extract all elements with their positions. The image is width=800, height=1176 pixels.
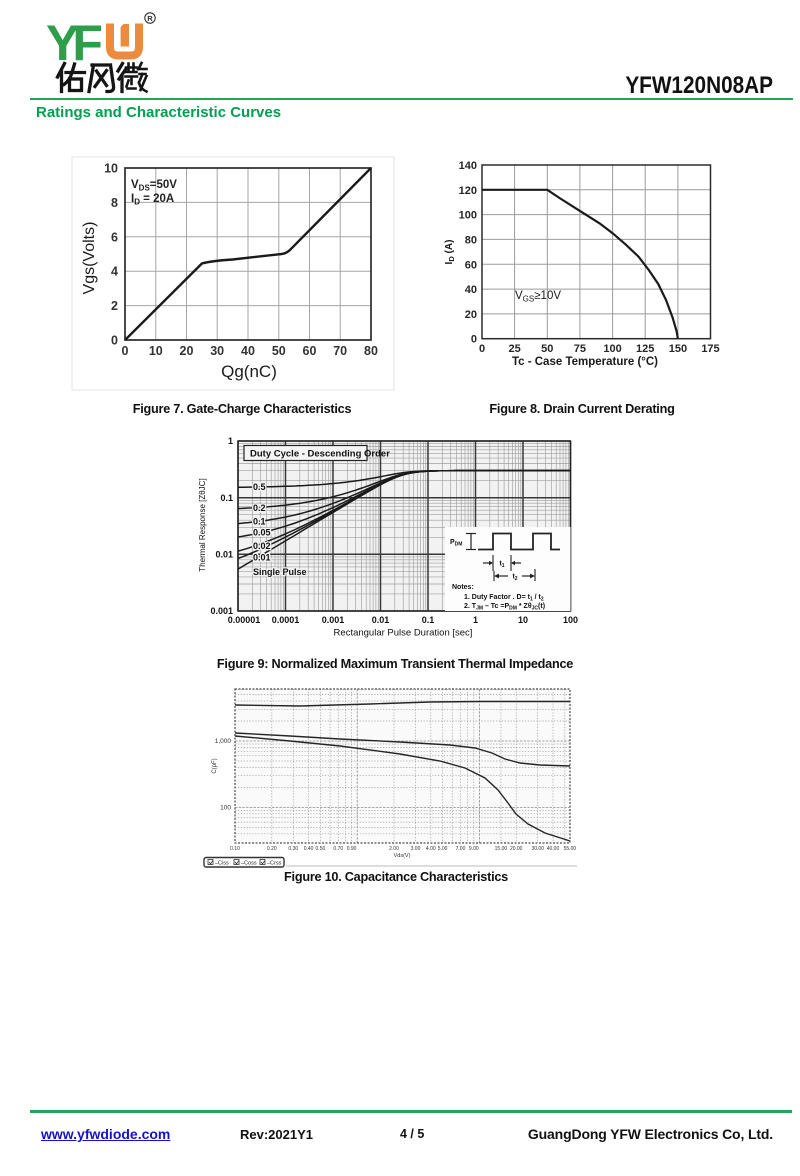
svg-text:Vds(V): Vds(V) bbox=[394, 853, 411, 859]
svg-text:25: 25 bbox=[508, 343, 520, 355]
svg-text:R: R bbox=[147, 14, 153, 23]
svg-text:C(pF): C(pF) bbox=[212, 758, 218, 773]
svg-text:5.00: 5.00 bbox=[438, 846, 448, 852]
svg-text:150: 150 bbox=[669, 343, 687, 355]
svg-text:PDM: PDM bbox=[450, 539, 462, 548]
svg-text:0.70: 0.70 bbox=[333, 846, 343, 852]
svg-text:0.20: 0.20 bbox=[267, 846, 277, 852]
svg-text:30: 30 bbox=[210, 344, 224, 358]
svg-text:60: 60 bbox=[303, 344, 317, 358]
svg-text:3.00: 3.00 bbox=[411, 846, 421, 852]
svg-text:100: 100 bbox=[220, 804, 231, 811]
svg-text:0.50: 0.50 bbox=[316, 846, 326, 852]
svg-text:0.90: 0.90 bbox=[347, 846, 357, 852]
svg-text:Tc - Case Temperature (°C): Tc - Case Temperature (°C) bbox=[512, 356, 658, 368]
svg-text:ID (A): ID (A) bbox=[444, 240, 456, 265]
svg-text:Vgs(Volts): Vgs(Volts) bbox=[81, 222, 98, 295]
svg-text:VDS=50V: VDS=50V bbox=[131, 179, 177, 193]
svg-text:120: 120 bbox=[459, 185, 477, 197]
svg-text:0: 0 bbox=[479, 343, 485, 355]
svg-text:Thermal Response [ZθJC]: Thermal Response [ZθJC] bbox=[198, 478, 207, 571]
svg-text:1: 1 bbox=[473, 615, 478, 625]
svg-text:0.1: 0.1 bbox=[422, 615, 435, 625]
svg-text:t2: t2 bbox=[512, 574, 517, 583]
svg-text:Notes:: Notes: bbox=[452, 584, 474, 591]
svg-text:t1: t1 bbox=[499, 561, 504, 570]
svg-text:55.00: 55.00 bbox=[564, 846, 577, 852]
svg-text:0.1: 0.1 bbox=[253, 517, 266, 527]
svg-text:60: 60 bbox=[465, 259, 477, 271]
svg-text:0.30: 0.30 bbox=[288, 846, 298, 852]
svg-text:100: 100 bbox=[563, 615, 578, 625]
svg-text:20.00: 20.00 bbox=[510, 846, 523, 852]
svg-text:80: 80 bbox=[364, 344, 378, 358]
svg-text:0.05: 0.05 bbox=[253, 528, 271, 538]
svg-text:30.00: 30.00 bbox=[531, 846, 544, 852]
svg-text:0.40: 0.40 bbox=[304, 846, 314, 852]
svg-text:10: 10 bbox=[104, 162, 118, 176]
svg-text:40.00: 40.00 bbox=[547, 846, 560, 852]
svg-text:100: 100 bbox=[459, 210, 477, 222]
svg-text:2: 2 bbox=[111, 299, 118, 313]
svg-text:9.00: 9.00 bbox=[469, 846, 479, 852]
svg-text:40: 40 bbox=[241, 344, 255, 358]
svg-text:50: 50 bbox=[541, 343, 553, 355]
svg-text:Qg(nC): Qg(nC) bbox=[221, 362, 277, 381]
svg-text:Duty Cycle - Descending Order: Duty Cycle - Descending Order bbox=[250, 449, 390, 460]
svg-text:0.001: 0.001 bbox=[322, 615, 345, 625]
svg-text:75: 75 bbox=[574, 343, 586, 355]
svg-text:0.01: 0.01 bbox=[253, 553, 271, 563]
svg-text:0.01: 0.01 bbox=[372, 615, 390, 625]
svg-text:0.00001: 0.00001 bbox=[228, 615, 261, 625]
svg-text:0.10: 0.10 bbox=[230, 846, 240, 852]
svg-text:–Crss: –Crss bbox=[267, 861, 282, 867]
svg-text:10: 10 bbox=[149, 344, 163, 358]
svg-text:VGS≥10V: VGS≥10V bbox=[515, 290, 561, 304]
svg-text:20: 20 bbox=[465, 309, 477, 321]
svg-text:7.00: 7.00 bbox=[456, 846, 466, 852]
svg-text:40: 40 bbox=[465, 284, 477, 296]
svg-text:70: 70 bbox=[333, 344, 347, 358]
svg-text:4: 4 bbox=[111, 265, 118, 279]
svg-text:2. TJM – Tc =PDM * ZθJC(t): 2. TJM – Tc =PDM * ZθJC(t) bbox=[464, 603, 545, 612]
svg-text:8: 8 bbox=[111, 196, 118, 210]
svg-text:–Ciss: –Ciss bbox=[215, 861, 229, 867]
svg-text:1: 1 bbox=[228, 436, 233, 446]
svg-text:0.1: 0.1 bbox=[220, 493, 233, 503]
svg-text:Rectangular Pulse Duration [se: Rectangular Pulse Duration [sec] bbox=[334, 628, 473, 639]
svg-text:0.2: 0.2 bbox=[253, 503, 266, 513]
svg-text:20: 20 bbox=[180, 344, 194, 358]
svg-text:125: 125 bbox=[636, 343, 654, 355]
svg-text:0.001: 0.001 bbox=[210, 606, 233, 616]
svg-text:0: 0 bbox=[122, 344, 129, 358]
svg-text:ID = 20A: ID = 20A bbox=[131, 193, 174, 207]
svg-text:140: 140 bbox=[459, 160, 477, 172]
svg-text:0.02: 0.02 bbox=[253, 541, 271, 551]
svg-text:0: 0 bbox=[471, 334, 477, 346]
svg-text:0.0001: 0.0001 bbox=[272, 615, 300, 625]
svg-text:100: 100 bbox=[603, 343, 621, 355]
svg-text:0.5: 0.5 bbox=[253, 482, 266, 492]
svg-text:–Coss: –Coss bbox=[241, 861, 257, 867]
svg-text:4.00: 4.00 bbox=[426, 846, 436, 852]
svg-text:1,000: 1,000 bbox=[215, 738, 232, 745]
svg-text:0.01: 0.01 bbox=[215, 550, 233, 560]
svg-text:175: 175 bbox=[701, 343, 719, 355]
svg-text:0: 0 bbox=[111, 334, 118, 348]
svg-text:50: 50 bbox=[272, 344, 286, 358]
svg-text:2.00: 2.00 bbox=[389, 846, 399, 852]
svg-text:6: 6 bbox=[111, 230, 118, 244]
svg-text:80: 80 bbox=[465, 234, 477, 246]
svg-text:1. Duty Factor . D= t1 / t2: 1. Duty Factor . D= t1 / t2 bbox=[464, 594, 544, 603]
svg-text:Single Pulse: Single Pulse bbox=[253, 567, 307, 577]
svg-text:10: 10 bbox=[518, 615, 528, 625]
svg-text:15.00: 15.00 bbox=[495, 846, 508, 852]
